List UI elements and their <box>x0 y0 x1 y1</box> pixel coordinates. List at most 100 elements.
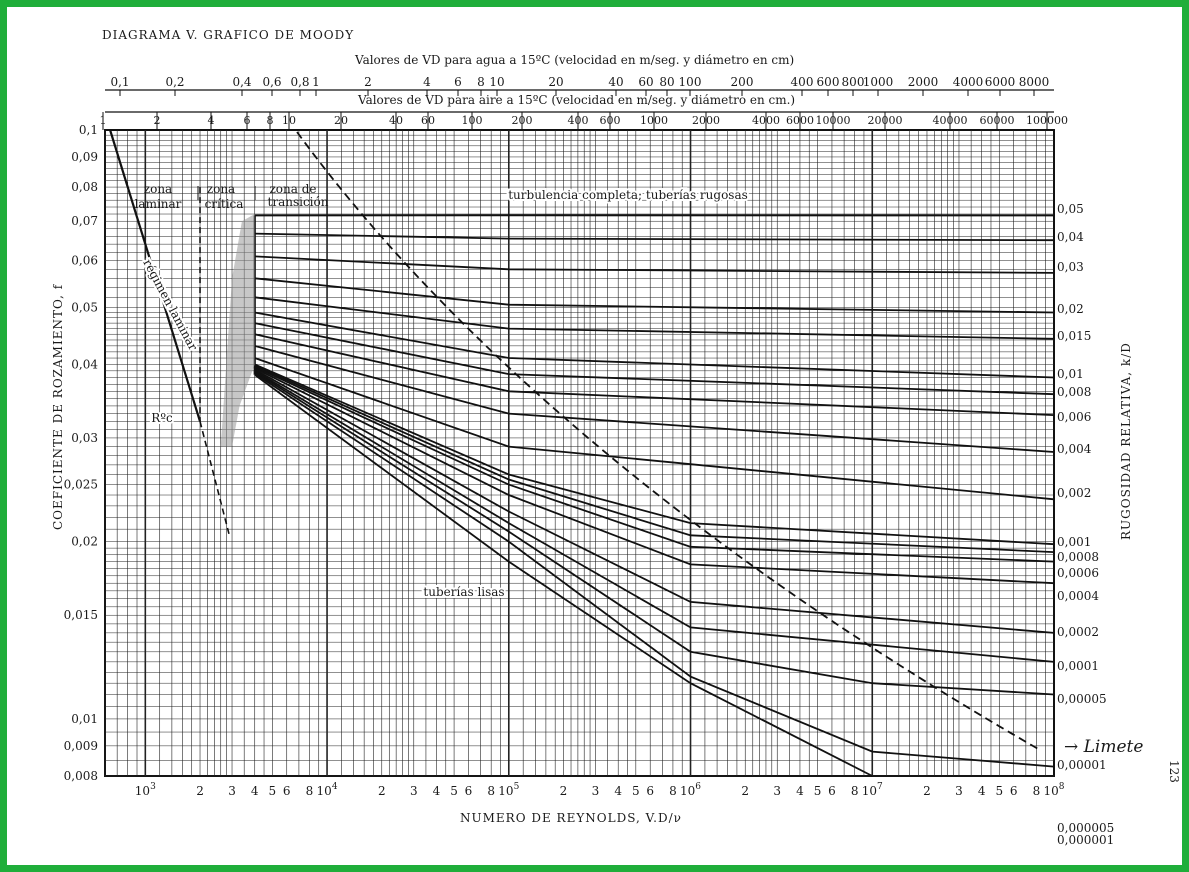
top-axis-water-tick-label: 8 <box>477 75 485 89</box>
x-tick-label: 8 <box>669 784 677 798</box>
x-tick-label: 2 <box>378 784 386 798</box>
series-line <box>254 232 1055 242</box>
y-tick-label: 0,03 <box>71 431 98 445</box>
roughness-label: 0,01 <box>1057 367 1084 381</box>
top-axis-water-tick-label: 40 <box>608 75 623 89</box>
roughness-label: 0,04 <box>1057 230 1084 244</box>
y-axis-title: COEFICIENTE DE ROZAMIENTO, f <box>51 283 65 530</box>
y-tick-label: 0,07 <box>71 214 98 228</box>
chart-title: DIAGRAMA V. GRAFICO DE MOODY <box>102 28 354 42</box>
handwritten-limit: → Limete <box>1064 737 1143 757</box>
y-tick-label: 0,08 <box>71 180 98 194</box>
top-axis-water-tick-label: 400 <box>791 75 814 89</box>
top-axis-air-tick-label: 20 <box>334 114 348 127</box>
annotation-critical-re: Rºc <box>151 411 173 425</box>
top-axis-air-tick-label: 2 <box>154 114 161 127</box>
x-tick-label: 2 <box>923 784 931 798</box>
roughness-label: 0,015 <box>1057 329 1091 343</box>
series-line <box>254 357 1055 501</box>
y-tick-label: 0,05 <box>71 300 98 314</box>
y-tick-label: 0,06 <box>71 254 98 268</box>
roughness-label: 0,03 <box>1057 260 1084 274</box>
top-axis-water-tick-label: 2000 <box>908 75 939 89</box>
series-line <box>254 255 1055 274</box>
series-line <box>254 371 1055 696</box>
x-tick-label: 6 <box>646 784 654 798</box>
roughness-label: 0,05 <box>1057 202 1084 216</box>
top-axis-water-tick-label: 800 <box>842 75 865 89</box>
x-tick-label: 103 <box>135 782 156 798</box>
top-axis-air-tick-label: 600 <box>600 114 621 127</box>
chart-grid <box>104 129 1055 777</box>
x-tick-label: 4 <box>614 784 622 798</box>
series-line <box>109 129 202 422</box>
x-tick-label: 104 <box>317 782 338 798</box>
x-tick-label: 8 <box>487 784 495 798</box>
y-tick-label: 0,09 <box>71 150 98 164</box>
x-tick-label: 3 <box>955 784 963 798</box>
top-axis-water-tick-label: 0,4 <box>232 75 251 89</box>
top-axis-air-tick-label: 4 <box>208 114 215 127</box>
x-tick-label: 6 <box>1010 784 1018 798</box>
top-axis-air-tick-label: 20000 <box>868 114 903 127</box>
x-tick-label: 5 <box>450 784 458 798</box>
x-tick-label: 2 <box>741 784 749 798</box>
x-tick-label: 105 <box>498 782 519 798</box>
roughness-label: 0,0008 <box>1057 550 1099 564</box>
roughness-label: 0,006 <box>1057 410 1091 424</box>
x-tick-label: 4 <box>978 784 986 798</box>
x-tick-label: 106 <box>680 782 701 798</box>
x-tick-label: 3 <box>410 784 418 798</box>
roughness-label: 0,000001 <box>1057 833 1114 847</box>
top-axis-air-tick-label: 200 <box>512 114 533 127</box>
roughness-label: 0,0002 <box>1057 625 1099 639</box>
annotation-transition-zone: zona de <box>269 182 316 196</box>
top-axis-water-tick-label: 0,8 <box>290 75 309 89</box>
top-axis-air-tick-label: 100 <box>462 114 483 127</box>
top-axis-water-tick-label: 60 <box>638 75 653 89</box>
top-axis-water-tick-label: 4000 <box>953 75 984 89</box>
turbulence-boundary <box>296 131 1041 751</box>
roughness-label: 0,004 <box>1057 442 1092 456</box>
top-axis-air-tick-label: 400 <box>568 114 589 127</box>
top-axis-water-tick-label: 6 <box>454 75 462 89</box>
series-line <box>254 366 1055 563</box>
y2-axis-title: RUGOSIDAD RELATIVA, k/D <box>1119 342 1133 540</box>
chart-labels: 103 2 3 4 5 6 8 104 2 3 4 5 6 8 105 2 3 4 5 6 8 106 2 3 4 5 6 8 107 2… <box>64 75 1115 847</box>
roughness-label: 0,00005 <box>1057 692 1107 706</box>
x-tick-label: 4 <box>251 784 259 798</box>
top-axis-air-tick-label: 4000 <box>752 114 780 127</box>
roughness-label: 0,00001 <box>1057 758 1107 772</box>
x-tick-label: 6 <box>828 784 836 798</box>
annotation-laminar-zone: laminar <box>135 197 182 211</box>
series-line <box>254 364 1055 553</box>
roughness-label: 0,008 <box>1057 385 1091 399</box>
annotation-critical-zone: zona <box>207 182 235 196</box>
top-axis-air-tick-label: 40 <box>389 114 403 127</box>
x-tick-label: 5 <box>995 784 1003 798</box>
y-tick-label: 0,009 <box>64 739 98 753</box>
top-axis-water-label: Valores de VD para agua a 15ºC (velocida… <box>354 53 794 67</box>
top-axis-air-tick-label: 60000 <box>980 114 1015 127</box>
top-axis-water-tick-label: 4 <box>423 75 431 89</box>
x-tick-label: 4 <box>433 784 441 798</box>
top-axis-air-tick-label: 6000 <box>786 114 814 127</box>
y-tick-label: 0,015 <box>64 608 98 622</box>
top-axis-water-tick-label: 8000 <box>1019 75 1050 89</box>
top-axis-air-label: Valores de VD para aire a 15ºC (velocida… <box>357 93 795 107</box>
top-axis-water-tick-label: 200 <box>731 75 754 89</box>
annotation-critical-zone: crítica <box>205 197 244 211</box>
x-tick-label: 108 <box>1043 782 1064 798</box>
roughness-label: 0,0006 <box>1057 566 1099 580</box>
annotation-transition-zone: transición <box>268 195 329 209</box>
annotation-smooth-pipes: tuberías lisas <box>423 585 504 599</box>
roughness-label: 0,002 <box>1057 486 1091 500</box>
x-tick-label: 8 <box>306 784 314 798</box>
x-tick-label: 5 <box>632 784 640 798</box>
x-tick-label: 5 <box>814 784 822 798</box>
page-number: 123 <box>1167 760 1181 783</box>
top-axis-water-tick-label: 600 <box>817 75 840 89</box>
annotation-laminar-regime: régimen laminar <box>140 257 200 353</box>
annotation-complete-turbulence: turbulencia completa; tuberías rugosas <box>508 188 748 202</box>
